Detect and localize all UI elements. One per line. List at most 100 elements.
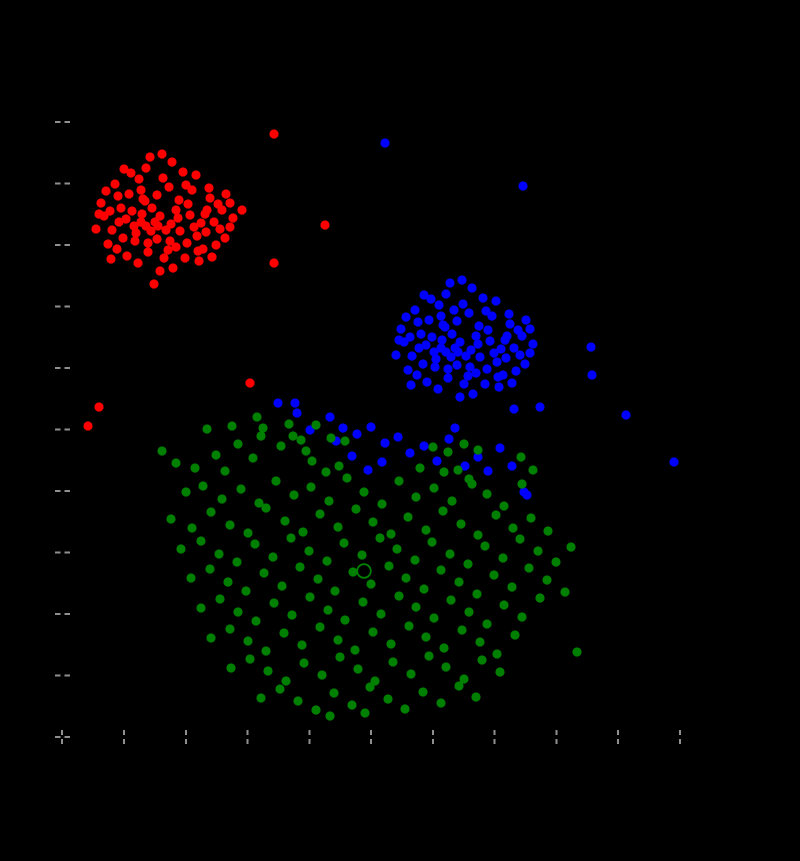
data-point-cluster-green xyxy=(317,670,327,680)
data-point-cluster-blue xyxy=(515,350,525,360)
data-point-cluster-green xyxy=(326,433,336,443)
data-point-cluster-green xyxy=(322,556,332,566)
data-point-cluster-green xyxy=(360,708,370,718)
data-point-cluster-red xyxy=(228,213,238,223)
data-point-cluster-red xyxy=(201,227,211,237)
data-point-cluster-green xyxy=(289,490,299,500)
data-point-cluster-blue xyxy=(446,352,456,362)
data-point-cluster-blue xyxy=(669,457,679,467)
data-point-cluster-red xyxy=(116,203,126,213)
data-point-cluster-blue xyxy=(496,344,506,354)
data-point-cluster-green xyxy=(241,586,251,596)
data-point-cluster-blue xyxy=(380,138,390,148)
data-point-cluster-green xyxy=(445,549,455,559)
data-point-cluster-blue xyxy=(393,432,403,442)
data-point-cluster-green xyxy=(286,533,296,543)
data-point-cluster-green xyxy=(499,600,509,610)
data-point-cluster-red xyxy=(155,266,165,276)
data-point-cluster-green xyxy=(293,696,303,706)
data-point-cluster-green xyxy=(517,612,527,622)
data-point-cluster-red xyxy=(194,256,204,266)
data-point-cluster-green xyxy=(471,692,481,702)
data-point-cluster-green xyxy=(533,546,543,556)
data-point-cluster-red xyxy=(143,238,153,248)
data-point-cluster-green xyxy=(353,664,363,674)
data-point-cluster-green xyxy=(376,609,386,619)
data-point-cluster-red xyxy=(118,233,128,243)
data-point-cluster-blue xyxy=(528,339,538,349)
data-point-cluster-green xyxy=(386,639,396,649)
data-point-cluster-blue xyxy=(509,343,519,353)
data-point-cluster-red xyxy=(245,378,255,388)
data-point-cluster-blue xyxy=(444,434,454,444)
data-point-cluster-green xyxy=(295,562,305,572)
data-point-cluster-red xyxy=(103,239,113,249)
data-point-cluster-red xyxy=(320,220,330,230)
data-point-cluster-blue xyxy=(426,294,436,304)
data-point-cluster-blue xyxy=(416,329,426,339)
data-point-cluster-blue xyxy=(460,461,470,471)
data-point-cluster-green xyxy=(428,442,438,452)
data-points xyxy=(83,129,679,721)
data-point-cluster-green xyxy=(415,463,425,473)
data-point-cluster-blue xyxy=(352,429,362,439)
data-point-cluster-red xyxy=(152,190,162,200)
data-point-cluster-red xyxy=(121,214,131,224)
data-point-cluster-green xyxy=(438,506,448,516)
x-axis-ticks xyxy=(61,730,681,744)
data-point-cluster-red xyxy=(183,199,193,209)
data-point-cluster-green xyxy=(340,615,350,625)
data-point-cluster-red xyxy=(204,183,214,193)
data-point-cluster-green xyxy=(304,546,314,556)
data-point-cluster-green xyxy=(232,557,242,567)
data-point-cluster-blue xyxy=(483,325,493,335)
data-point-cluster-green xyxy=(334,461,344,471)
data-point-cluster-blue xyxy=(504,309,514,319)
data-point-cluster-blue xyxy=(380,438,390,448)
data-point-cluster-green xyxy=(205,564,215,574)
data-point-cluster-red xyxy=(158,173,168,183)
data-point-cluster-green xyxy=(347,700,357,710)
data-point-cluster-green xyxy=(400,704,410,714)
data-point-cluster-green xyxy=(225,520,235,530)
data-point-cluster-red xyxy=(127,206,137,216)
y-axis-ticks xyxy=(55,121,70,738)
data-point-cluster-blue xyxy=(347,451,357,461)
data-point-cluster-blue xyxy=(474,321,484,331)
data-point-cluster-green xyxy=(271,476,281,486)
data-point-cluster-blue xyxy=(410,305,420,315)
data-point-cluster-green xyxy=(429,483,439,493)
data-point-cluster-green xyxy=(366,579,376,589)
data-point-cluster-blue xyxy=(419,290,429,300)
data-point-cluster-blue xyxy=(492,357,502,367)
data-point-cluster-green xyxy=(453,465,463,475)
data-point-cluster-blue xyxy=(394,335,404,345)
data-point-cluster-green xyxy=(233,607,243,617)
data-point-cluster-red xyxy=(168,263,178,273)
data-point-cluster-red xyxy=(83,421,93,431)
data-point-cluster-green xyxy=(524,563,534,573)
data-point-cluster-blue xyxy=(441,289,451,299)
data-point-cluster-blue xyxy=(535,402,545,412)
data-point-cluster-green xyxy=(256,431,266,441)
data-point-cluster-green xyxy=(492,649,502,659)
data-point-cluster-green xyxy=(268,552,278,562)
data-point-cluster-green xyxy=(411,492,421,502)
data-point-cluster-green xyxy=(157,446,167,456)
data-point-cluster-green xyxy=(456,519,466,529)
data-point-cluster-green xyxy=(526,513,536,523)
data-point-cluster-green xyxy=(217,494,227,504)
data-point-cluster-green xyxy=(275,684,285,694)
data-point-cluster-green xyxy=(279,628,289,638)
data-point-cluster-green xyxy=(404,621,414,631)
data-point-cluster-green xyxy=(489,570,499,580)
data-point-cluster-green xyxy=(202,424,212,434)
data-point-cluster-green xyxy=(329,688,339,698)
data-point-cluster-green xyxy=(394,591,404,601)
data-point-cluster-blue xyxy=(465,362,475,372)
data-point-cluster-red xyxy=(164,182,174,192)
data-point-cluster-green xyxy=(348,567,358,577)
data-point-cluster-green xyxy=(418,687,428,697)
data-point-cluster-red xyxy=(185,210,195,220)
data-point-cluster-blue xyxy=(493,372,503,382)
